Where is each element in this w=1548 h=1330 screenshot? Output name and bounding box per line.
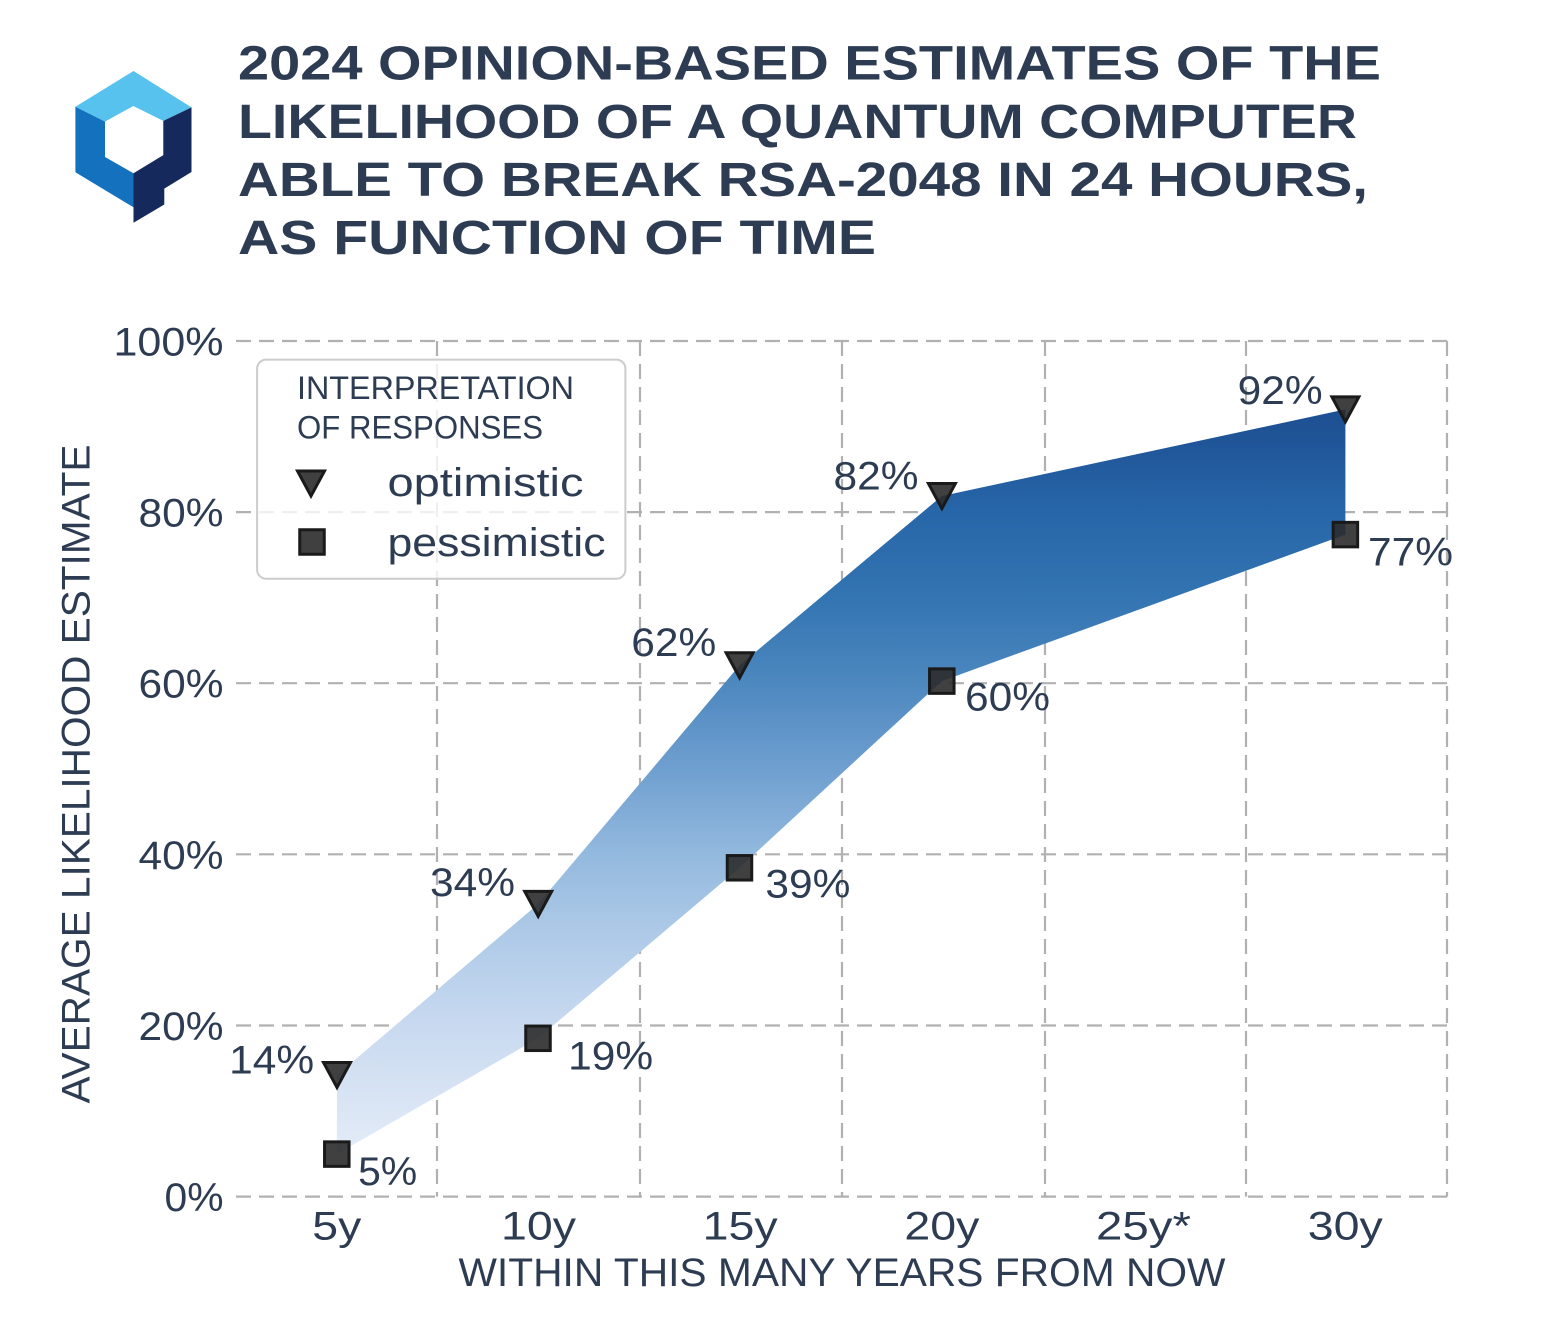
- svg-text:INTERPRETATION: INTERPRETATION: [297, 370, 574, 406]
- svg-text:10y: 10y: [501, 1205, 576, 1249]
- svg-text:25y*: 25y*: [1096, 1205, 1191, 1249]
- svg-text:39%: 39%: [765, 863, 850, 907]
- svg-text:5%: 5%: [358, 1150, 417, 1194]
- svg-text:optimistic: optimistic: [388, 461, 584, 505]
- svg-text:80%: 80%: [139, 492, 224, 536]
- svg-text:0%: 0%: [165, 1176, 224, 1220]
- svg-text:30y: 30y: [1308, 1205, 1383, 1249]
- svg-text:19%: 19%: [568, 1035, 653, 1079]
- svg-text:14%: 14%: [229, 1039, 314, 1083]
- svg-text:60%: 60%: [965, 676, 1050, 720]
- svg-text:100%: 100%: [114, 321, 224, 365]
- svg-text:60%: 60%: [139, 663, 224, 707]
- svg-text:77%: 77%: [1368, 531, 1453, 575]
- svg-text:15y: 15y: [703, 1205, 778, 1249]
- svg-text:AS FUNCTION OF TIME: AS FUNCTION OF TIME: [238, 212, 876, 265]
- svg-text:62%: 62%: [631, 621, 716, 665]
- svg-text:WITHIN THIS MANY YEARS FROM NO: WITHIN THIS MANY YEARS FROM NOW: [459, 1251, 1226, 1295]
- svg-text:20%: 20%: [139, 1005, 224, 1049]
- svg-text:LIKELIHOOD OF A QUANTUM COMPUT: LIKELIHOOD OF A QUANTUM COMPUTER: [238, 96, 1357, 149]
- svg-text:20y: 20y: [904, 1205, 979, 1249]
- svg-text:40%: 40%: [139, 834, 224, 878]
- svg-text:pessimistic: pessimistic: [388, 521, 606, 565]
- svg-text:OF RESPONSES: OF RESPONSES: [297, 410, 543, 446]
- svg-text:ABLE TO BREAK RSA-2048 IN 24 H: ABLE TO BREAK RSA-2048 IN 24 HOURS,: [238, 154, 1368, 207]
- svg-text:2024 OPINION-BASED ESTIMATES O: 2024 OPINION-BASED ESTIMATES OF THE: [238, 38, 1381, 91]
- svg-text:5y: 5y: [312, 1205, 361, 1249]
- svg-text:AVERAGE LIKELIHOOD ESTIMATE: AVERAGE LIKELIHOOD ESTIMATE: [55, 444, 99, 1103]
- svg-text:92%: 92%: [1238, 369, 1323, 413]
- svg-text:82%: 82%: [834, 455, 919, 499]
- svg-text:34%: 34%: [430, 861, 515, 905]
